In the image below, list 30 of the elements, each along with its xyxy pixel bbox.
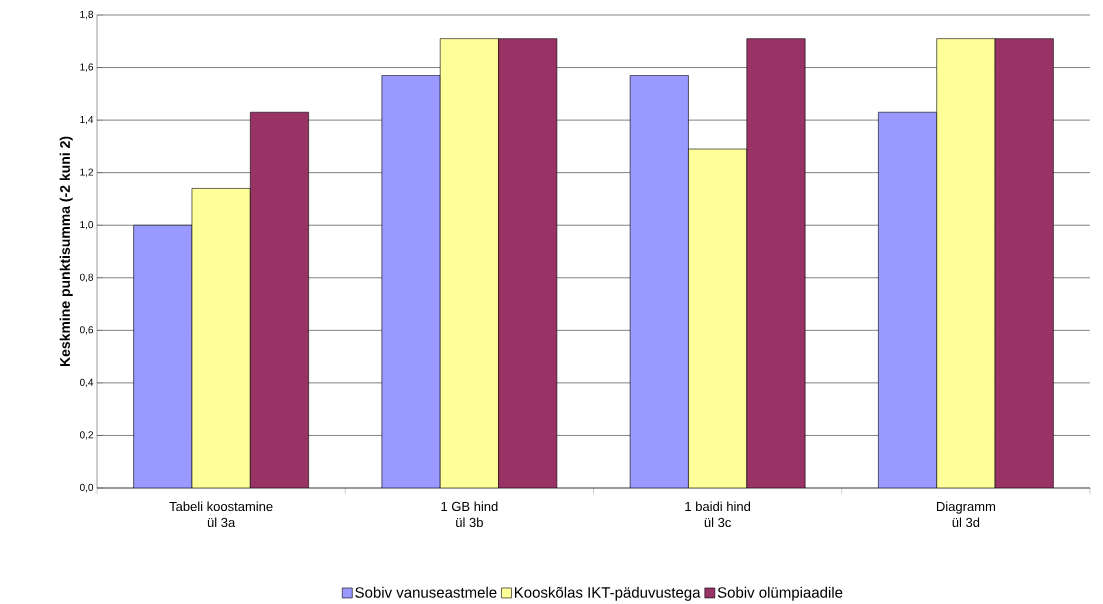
bar: [439, 38, 499, 488]
y-axis-title: Keskmine punktisumma (-2 kuni 2): [59, 136, 73, 367]
bar: [994, 38, 1054, 488]
bar: [498, 38, 558, 488]
bar: [688, 148, 748, 488]
legend-label: Sobiv vanuseastmele: [355, 586, 497, 598]
y-tick-label: 1,6: [80, 63, 94, 72]
bar: [191, 188, 251, 488]
y-tick-label: 1,4: [80, 116, 94, 125]
y-tick-label: 0,8: [79, 273, 94, 282]
y-tick-label: 0,6: [79, 326, 94, 335]
y-tick-label: 1,2: [80, 168, 93, 177]
bar: [250, 111, 309, 488]
y-tick-label: 0,0: [79, 483, 94, 493]
bar: [629, 75, 689, 488]
y-tick-label: 0,4: [79, 378, 94, 388]
legend-label: Kooskõlas IKT-päduvustega: [514, 586, 701, 601]
bar: [133, 224, 193, 488]
x-tick-label: 1 baidi hind ül 3c: [685, 501, 751, 528]
bar: [381, 75, 441, 488]
y-tick-label: 1,8: [80, 10, 94, 20]
bar: [936, 38, 996, 488]
bar: [878, 111, 938, 488]
legend-label: Sobiv olümpiaadile: [717, 586, 843, 601]
x-tick-label: Diagramm ül 3d: [936, 501, 995, 528]
x-tick-label: 1 GB hind ül 3b: [441, 501, 498, 528]
x-tick-label: Tabeli koostamine ül 3a: [169, 501, 273, 528]
y-tick-label: 1,0: [80, 221, 94, 230]
y-tick-label: 0,2: [79, 431, 93, 440]
bar: [746, 38, 806, 488]
